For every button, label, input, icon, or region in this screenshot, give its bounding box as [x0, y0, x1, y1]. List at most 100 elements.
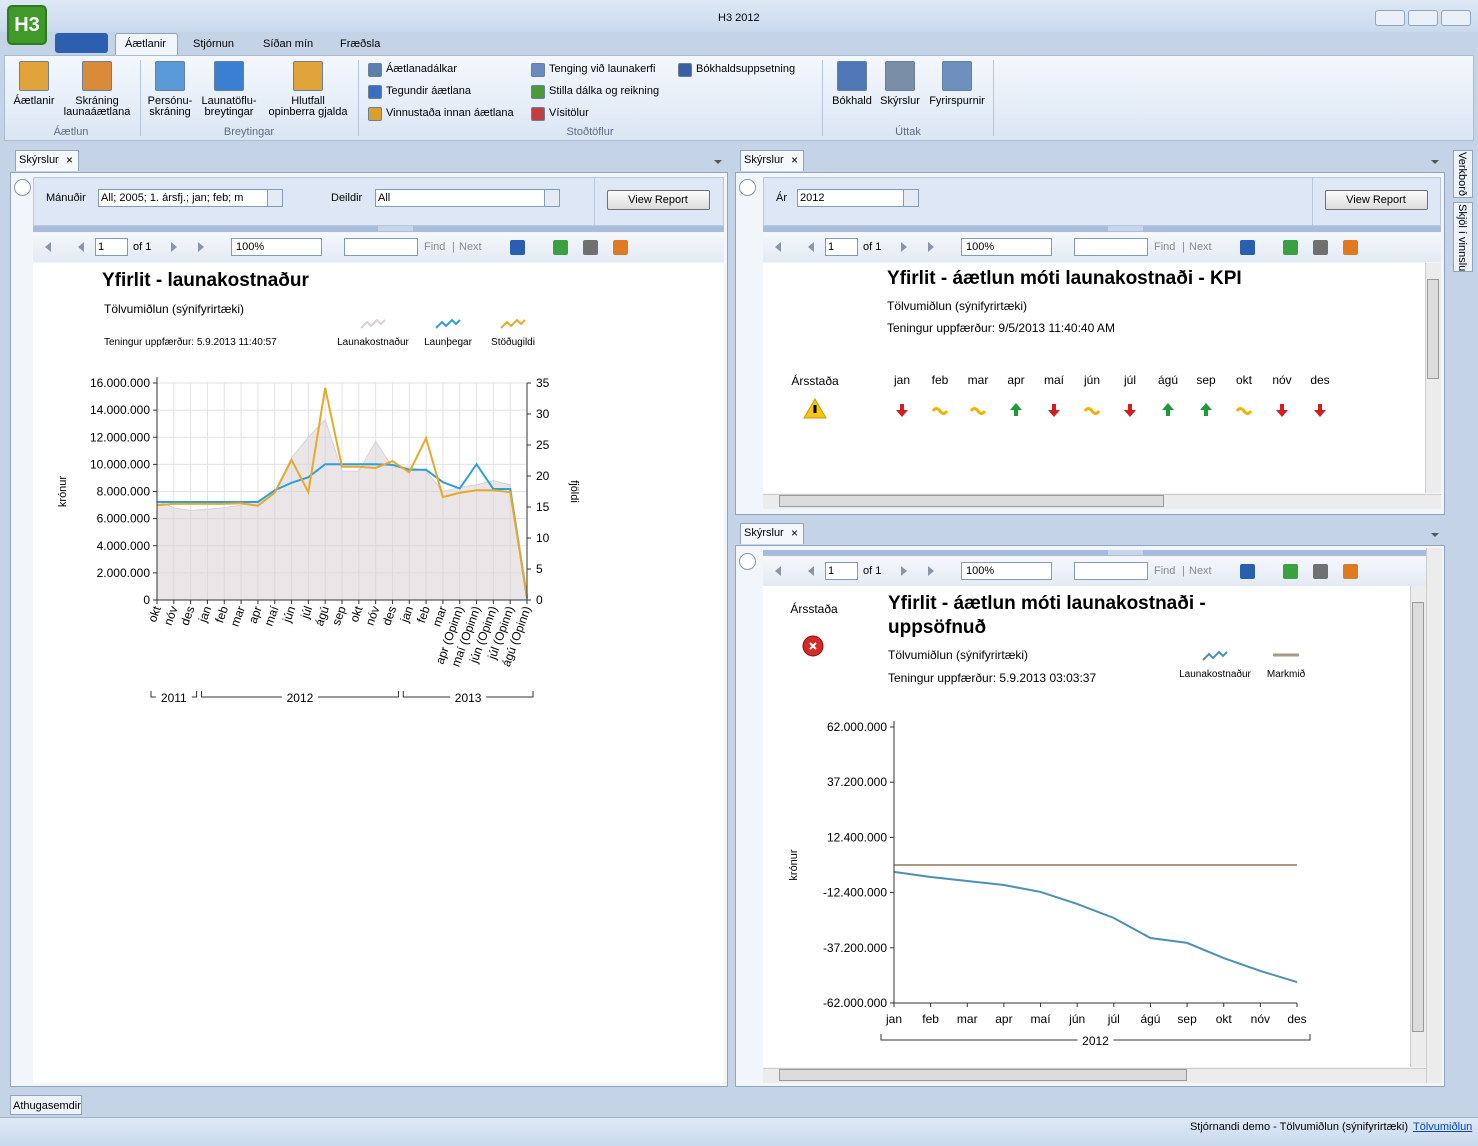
ribbon-button-label[interactable]: Skráning	[75, 95, 119, 107]
nav-button[interactable]	[45, 242, 51, 252]
panel-tab[interactable]	[740, 150, 804, 171]
ribbon-small-button[interactable]: Vísitölur	[549, 107, 589, 119]
panel-tab-close[interactable]: ×	[791, 153, 799, 167]
zoom-select[interactable]	[961, 562, 1052, 580]
next-link[interactable]: Next	[459, 241, 482, 253]
nav-button[interactable]	[775, 566, 781, 576]
view-report-label[interactable]: View Report	[1346, 194, 1406, 206]
ribbon-button-label[interactable]: skráning	[149, 106, 191, 118]
ribbon-button-label[interactable]: Persónu-	[147, 95, 193, 107]
ribbon-small-button[interactable]: Áætlanadálkar	[386, 63, 457, 75]
collapse-handle[interactable]	[1108, 226, 1143, 231]
outer-scrollbar[interactable]	[1426, 548, 1442, 1083]
panel-menu-arrow[interactable]	[1431, 160, 1439, 164]
find-input[interactable]	[344, 238, 418, 256]
scroll-thumb[interactable]	[779, 495, 1164, 507]
panel-menu-arrow[interactable]	[714, 160, 722, 164]
panel-expander[interactable]	[739, 553, 756, 570]
app-menu-button[interactable]	[55, 33, 108, 53]
collapse-bar[interactable]	[763, 226, 1441, 232]
toolbar-icon[interactable]	[510, 240, 525, 255]
ribbon-small-button[interactable]: Vinnustaða innan áætlana	[386, 107, 514, 119]
ribbon-small-button[interactable]: Tegundir áætlana	[386, 85, 472, 97]
next-link[interactable]: Next	[1189, 241, 1212, 253]
nav-button[interactable]	[928, 566, 934, 576]
parameter-dropdown[interactable]	[267, 190, 282, 206]
ribbon-small-button[interactable]: Stilla dálka og reikning	[549, 85, 660, 97]
bottom-tab[interactable]	[10, 1095, 82, 1115]
side-tab[interactable]	[1453, 150, 1473, 198]
zoom-value[interactable]: 100%	[966, 565, 995, 577]
ribbon-tab[interactable]: Fræðsla	[340, 38, 381, 50]
parameter-input[interactable]	[375, 189, 560, 207]
parameter-input[interactable]	[98, 189, 283, 207]
find-link[interactable]: Find	[1154, 241, 1176, 253]
nav-button[interactable]	[808, 566, 814, 576]
ribbon-tab[interactable]: Áætlanir	[125, 38, 166, 50]
status-link[interactable]: Tölvumiðlun	[1413, 1121, 1473, 1133]
nav-button[interactable]	[901, 242, 907, 252]
parameter-value[interactable]: All; 2005; 1. ársfj.; jan; feb; m	[101, 192, 244, 204]
find-input[interactable]	[1074, 238, 1148, 256]
nav-button[interactable]	[808, 242, 814, 252]
find-input[interactable]	[1074, 562, 1148, 580]
toolbar-icon[interactable]	[1283, 240, 1298, 255]
panel-tab-close[interactable]: ×	[66, 153, 74, 167]
toolbar-icon[interactable]	[613, 240, 628, 255]
toolbar-icon[interactable]	[1343, 564, 1358, 579]
nav-button[interactable]	[78, 242, 84, 252]
toolbar-icon[interactable]	[1240, 240, 1255, 255]
panel-tab-label[interactable]: Skýrslur	[744, 154, 784, 166]
nav-button[interactable]	[775, 242, 781, 252]
page-input[interactable]	[825, 562, 858, 580]
ribbon-small-button[interactable]: Tenging við launakerfi	[549, 63, 656, 75]
page-input[interactable]	[825, 238, 858, 256]
page-number[interactable]: 1	[828, 565, 835, 577]
panel-menu-arrow[interactable]	[1431, 533, 1439, 537]
zoom-value[interactable]: 100%	[966, 241, 995, 253]
parameter-dropdown[interactable]	[903, 190, 918, 206]
toolbar-icon[interactable]	[1283, 564, 1298, 579]
ribbon-button-label[interactable]: Áætlanir	[13, 95, 55, 107]
ribbon-button-label[interactable]: Hlutfall	[291, 95, 325, 107]
parameter-value[interactable]: All	[378, 192, 391, 204]
scroll-thumb[interactable]	[1412, 602, 1424, 1032]
view-report-label[interactable]: View Report	[628, 194, 688, 206]
maximize-button[interactable]	[1408, 10, 1438, 26]
toolbar-icon[interactable]	[1313, 240, 1328, 255]
zoom-select[interactable]	[961, 238, 1052, 256]
page-input[interactable]	[95, 238, 128, 256]
toolbar-icon[interactable]	[1313, 564, 1328, 579]
collapse-handle[interactable]	[378, 226, 413, 231]
nav-button[interactable]	[198, 242, 204, 252]
bottom-tab-label[interactable]: Athugasemdir	[13, 1100, 81, 1112]
nav-button[interactable]	[171, 242, 177, 252]
zoom-value[interactable]: 100%	[236, 241, 265, 253]
app-logo[interactable]: H3	[7, 5, 47, 45]
parameter-dropdown[interactable]	[544, 190, 559, 206]
parameter-value[interactable]: 2012	[800, 192, 825, 204]
close-button[interactable]	[1441, 10, 1471, 26]
scroll-thumb[interactable]	[779, 1069, 1187, 1081]
panel-tab-label[interactable]: Skýrslur	[744, 527, 784, 539]
side-tab-label[interactable]: Skjöl í vinnslu	[1456, 204, 1468, 272]
next-link[interactable]: Next	[1189, 565, 1212, 577]
panel-tab-label[interactable]: Skýrslur	[19, 154, 59, 166]
side-tab-label[interactable]: Verkborð	[1456, 152, 1468, 197]
toolbar-icon[interactable]	[1240, 564, 1255, 579]
toolbar-icon[interactable]	[553, 240, 568, 255]
collapse-bar[interactable]	[763, 550, 1426, 556]
ribbon-button-label[interactable]: Bókhald	[832, 95, 872, 107]
view-report-button[interactable]	[1325, 190, 1428, 210]
ribbon-button-label[interactable]: Skýrslur	[880, 95, 920, 107]
page-number[interactable]: 1	[828, 241, 835, 253]
nav-button[interactable]	[901, 566, 907, 576]
collapse-handle[interactable]	[1108, 550, 1143, 555]
ribbon-button-label[interactable]: breytingar	[204, 106, 254, 118]
scroll-thumb[interactable]	[1427, 279, 1439, 379]
panel-tab[interactable]	[740, 523, 804, 544]
ribbon-tab[interactable]: Stjórnun	[193, 38, 234, 50]
view-report-button[interactable]	[607, 190, 710, 210]
page-number[interactable]: 1	[98, 241, 105, 253]
ribbon-button-label[interactable]: Fyrirspurnir	[929, 95, 985, 107]
